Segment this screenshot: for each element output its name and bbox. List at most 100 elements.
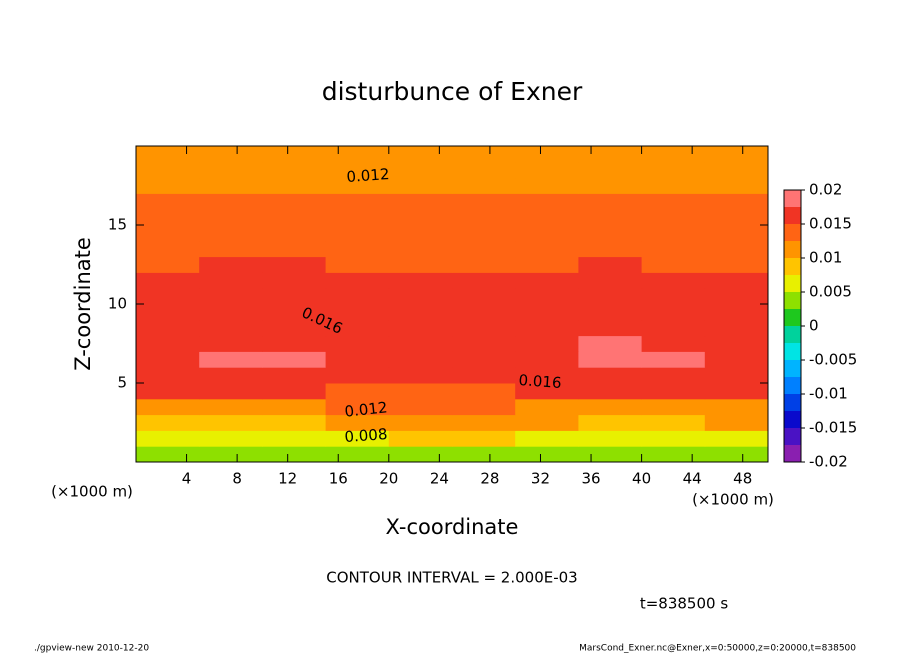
field-cell xyxy=(578,146,643,163)
field-cell xyxy=(388,240,453,258)
field-cell xyxy=(704,146,769,163)
field-cell xyxy=(704,256,769,273)
field-cell xyxy=(704,398,769,416)
field-cell xyxy=(515,272,579,289)
field-cell xyxy=(704,430,769,447)
field-cell xyxy=(262,335,327,352)
field-cell xyxy=(704,446,769,463)
field-cell xyxy=(199,225,263,242)
field-cell xyxy=(388,161,453,179)
x-tick-label: 12 xyxy=(278,470,297,488)
colorbar-band xyxy=(784,241,801,258)
field-cell xyxy=(262,304,327,321)
x-tick-label: 32 xyxy=(531,470,550,488)
field-cell xyxy=(704,209,769,226)
field-cell xyxy=(199,304,263,321)
field-cell xyxy=(199,367,263,384)
field-cell xyxy=(199,351,263,368)
field-cell xyxy=(641,272,706,289)
field-cell xyxy=(578,414,643,431)
y-tick-label: 5 xyxy=(117,374,127,392)
field-cell xyxy=(136,335,200,352)
field-cell xyxy=(136,414,200,431)
field-cell xyxy=(515,304,579,321)
field-cell xyxy=(325,146,390,163)
field-cell xyxy=(578,367,643,384)
field-cell xyxy=(136,240,200,258)
field-cell xyxy=(578,383,643,400)
field-cell xyxy=(578,304,643,321)
time-label: t=838500 s xyxy=(640,595,728,613)
field-cell xyxy=(388,193,453,210)
field-cell xyxy=(641,383,706,400)
field-cell xyxy=(325,256,390,273)
field-cell xyxy=(704,383,769,400)
field-cell xyxy=(325,319,390,337)
field-cell xyxy=(452,256,516,273)
field-cell xyxy=(262,240,327,258)
field-cell xyxy=(704,414,769,431)
colorbar-tick-label: -0.02 xyxy=(809,453,848,471)
x-tick-label: 36 xyxy=(581,470,600,488)
field-cell xyxy=(136,225,200,242)
field-cell xyxy=(262,319,327,337)
field-cell xyxy=(452,240,516,258)
y-unit-label: (×1000 m) xyxy=(51,483,133,501)
contour-label: 0.012 xyxy=(346,165,390,186)
field-cell xyxy=(262,256,327,273)
x-tick-label: 8 xyxy=(232,470,242,488)
field-cell xyxy=(452,161,516,179)
field-cell xyxy=(262,193,327,210)
field-cell xyxy=(452,398,516,416)
field-cell xyxy=(388,319,453,337)
field-cell xyxy=(199,209,263,226)
field-cell xyxy=(388,430,453,447)
colorbar-band xyxy=(784,309,801,326)
field-cell xyxy=(641,146,706,163)
field-cell xyxy=(262,367,327,384)
field-cell xyxy=(325,335,390,352)
field-cell xyxy=(578,256,643,273)
field-cell xyxy=(704,272,769,289)
field-cell xyxy=(262,383,327,400)
field-cell xyxy=(452,209,516,226)
field-cell xyxy=(325,272,390,289)
field-cell xyxy=(136,161,200,179)
field-cell xyxy=(641,398,706,416)
field-cell xyxy=(262,414,327,431)
colorbar-band xyxy=(784,411,801,428)
contour-label: 0.016 xyxy=(518,371,562,392)
field-cell xyxy=(704,304,769,321)
field-cell xyxy=(199,146,263,163)
field-cell xyxy=(262,146,327,163)
field-cell xyxy=(578,351,643,368)
field-cell xyxy=(515,414,579,431)
field-cell xyxy=(452,146,516,163)
field-cell xyxy=(452,272,516,289)
field-cell xyxy=(199,398,263,416)
colorbar-band xyxy=(784,394,801,411)
field-cell xyxy=(641,304,706,321)
field-cell xyxy=(136,367,200,384)
field-cell xyxy=(325,288,390,305)
field-cell xyxy=(578,240,643,258)
field-cell xyxy=(641,209,706,226)
field-cell xyxy=(704,161,769,179)
field-cell xyxy=(199,256,263,273)
field-cell xyxy=(578,430,643,447)
colorbar-band xyxy=(784,258,801,275)
field-cell xyxy=(641,430,706,447)
field-cell xyxy=(199,335,263,352)
field-cell xyxy=(199,383,263,400)
field-cell xyxy=(578,225,643,242)
field-cell xyxy=(388,446,453,463)
colorbar-tick-label: -0.01 xyxy=(809,385,848,403)
x-tick-label: 24 xyxy=(430,470,449,488)
field-cell xyxy=(199,177,263,194)
colorbar-tick-label: 0.015 xyxy=(809,215,852,233)
field-cell xyxy=(388,367,453,384)
field-cell xyxy=(704,193,769,210)
y-axis-label: Z-coordinate xyxy=(71,237,95,371)
field-cell xyxy=(199,430,263,447)
